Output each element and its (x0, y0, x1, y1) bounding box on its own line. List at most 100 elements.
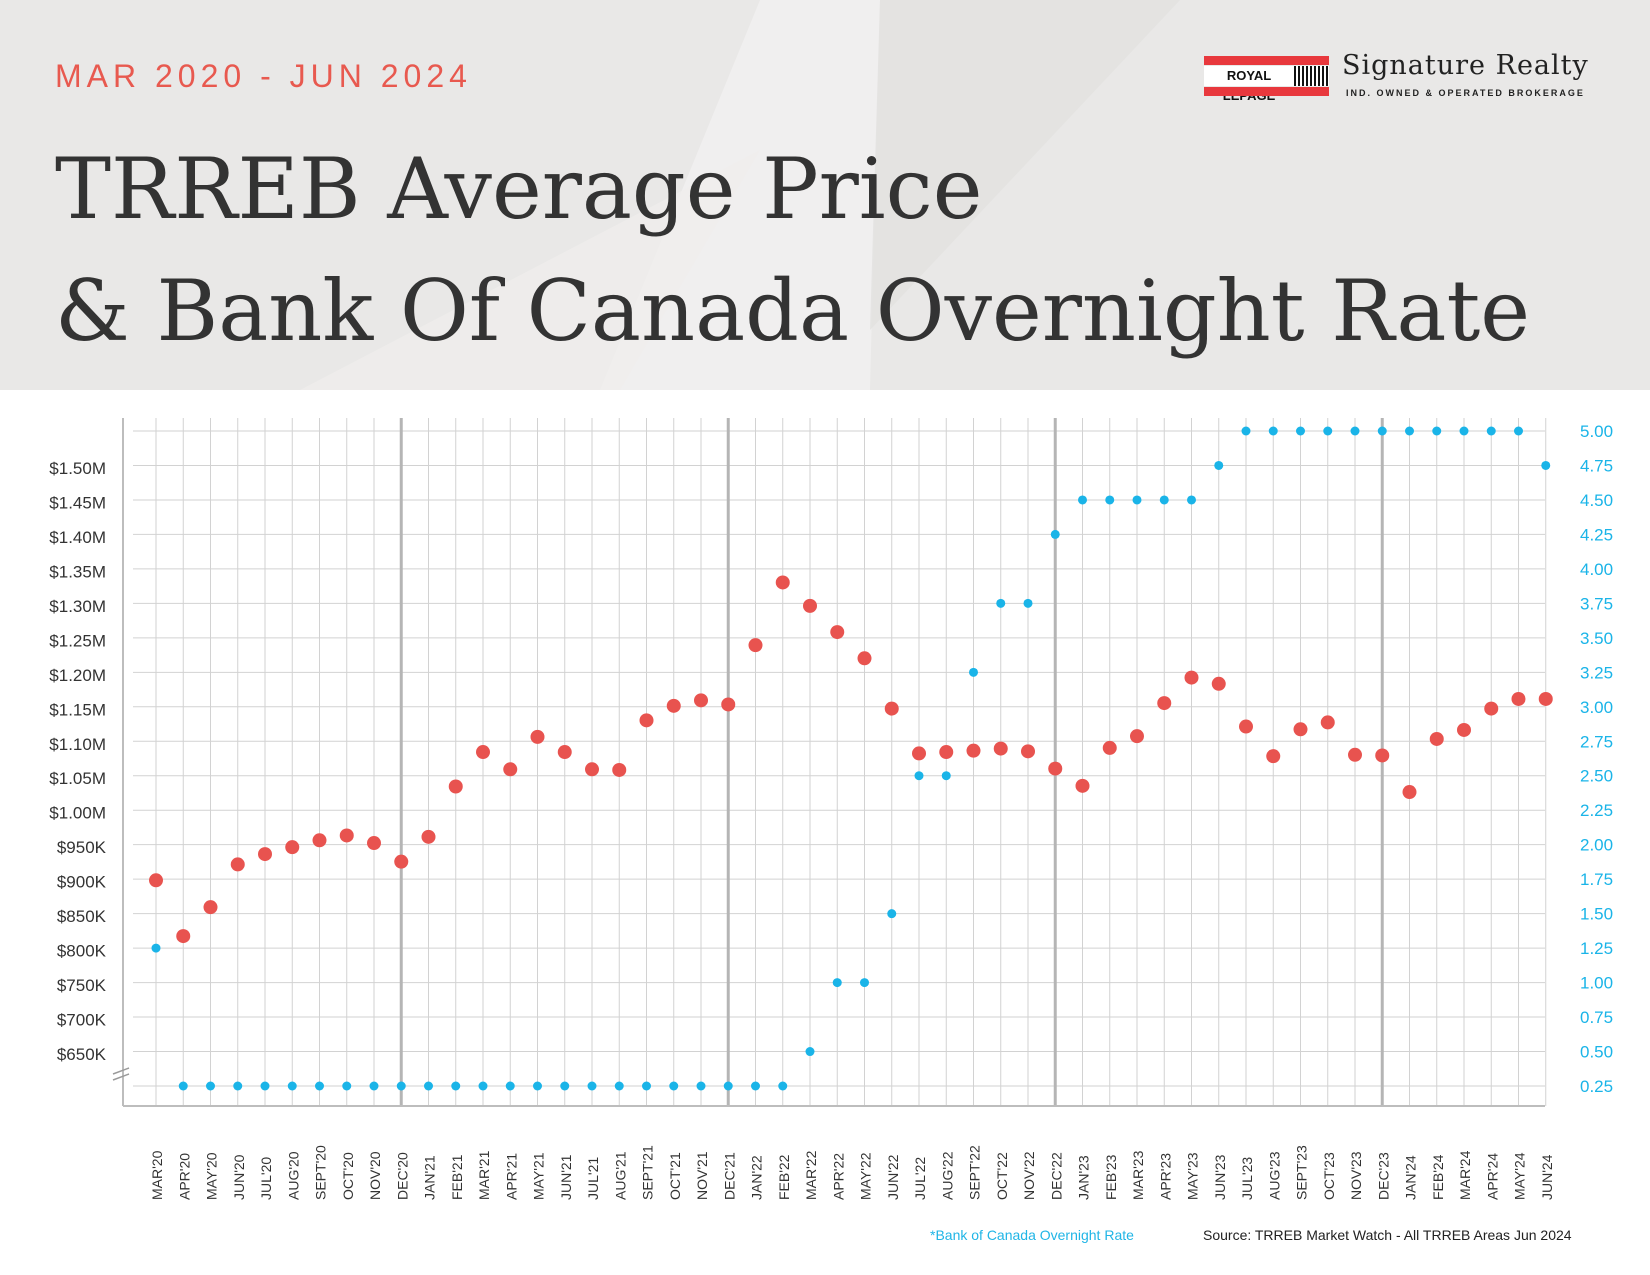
x-tick-label: JAN'23 (1076, 1155, 1092, 1200)
x-tick-label: AUG'22 (939, 1151, 955, 1200)
rate-tick-label: 0.75 (1580, 1008, 1613, 1027)
rate-point (1323, 426, 1333, 436)
rate-tick-label: 2.50 (1580, 767, 1613, 786)
rate-point (914, 771, 924, 781)
price-tick-label: $950K (57, 838, 107, 857)
x-tick-label: MAY'24 (1512, 1152, 1528, 1200)
price-point (339, 828, 354, 843)
price-point (884, 701, 899, 716)
price-point (1538, 691, 1553, 706)
price-point (1266, 749, 1281, 764)
x-tick-label: MAR'23 (1130, 1150, 1146, 1200)
price-point (585, 762, 599, 777)
price-point (1048, 761, 1063, 776)
rate-point (614, 1081, 624, 1091)
price-point (993, 741, 1008, 756)
price-point (448, 779, 463, 794)
price-tick-label: $1.10M (49, 735, 106, 754)
x-tick-label: JUL'20 (258, 1157, 274, 1200)
rate-point (342, 1081, 352, 1091)
x-tick-label: MAY'22 (858, 1152, 874, 1200)
price-point (1320, 715, 1335, 730)
rate-point (1514, 426, 1523, 436)
price-point (1184, 670, 1199, 685)
x-tick-label: JUL'22 (912, 1157, 928, 1200)
x-tick-label: MAR'22 (803, 1150, 819, 1200)
rate-tick-label: 2.25 (1580, 801, 1613, 820)
x-tick-label: JAN'24 (1403, 1155, 1419, 1200)
price-tick-label: $1.20M (49, 666, 106, 685)
title-line-1: TRREB Average Price (55, 140, 983, 238)
x-tick-label: JAN'22 (749, 1155, 765, 1200)
rate-tick-label: 1.25 (1580, 939, 1613, 958)
x-tick-label: NOV'23 (1348, 1151, 1364, 1200)
price-point (1293, 722, 1308, 737)
background-shapes (300, 0, 1180, 390)
price-point (830, 625, 845, 640)
rate-point (287, 1081, 297, 1091)
x-tick-label: SEPT'21 (640, 1145, 656, 1200)
price-point (912, 746, 926, 761)
rate-point (669, 1081, 679, 1091)
price-point (666, 698, 681, 713)
rate-tick-label: 3.50 (1580, 629, 1613, 648)
x-tick-label: OCT'21 (667, 1152, 683, 1200)
x-tick-label: JUL'23 (1239, 1157, 1255, 1200)
rate-tick-label: 2.75 (1580, 732, 1613, 751)
rate-tick-label: 0.50 (1580, 1043, 1613, 1062)
x-tick-label: OCT'23 (1321, 1152, 1337, 1200)
price-point (258, 847, 272, 862)
x-tick-label: NOV'20 (367, 1151, 383, 1200)
page-title: TRREB Average Price & Bank Of Canada Ove… (55, 128, 1530, 372)
rate-point (260, 1081, 270, 1091)
rate-point (560, 1081, 570, 1091)
x-tick-label: JUL'21 (585, 1157, 601, 1200)
rate-point (451, 1081, 461, 1091)
rate-point (233, 1081, 243, 1091)
brand-name: Signature Realty (1342, 50, 1589, 81)
rate-point (887, 909, 897, 919)
rate-point (642, 1081, 651, 1091)
rate-point (969, 667, 978, 677)
axis-break-mark (112, 1073, 130, 1081)
price-tick-label: $800K (57, 942, 107, 961)
x-tick-label: DEC'20 (394, 1152, 410, 1200)
rate-footnote: *Bank of Canada Overnight Rate (930, 1227, 1134, 1243)
x-tick-label: AUG'23 (1266, 1151, 1282, 1200)
price-point (530, 729, 545, 744)
price-tick-label: $1.45M (49, 493, 106, 512)
price-point (312, 833, 327, 848)
price-point (694, 693, 708, 708)
rate-point (1241, 426, 1251, 436)
rate-tick-label: 4.25 (1580, 525, 1613, 544)
price-point (1021, 744, 1035, 759)
rate-point (860, 978, 869, 988)
price-point (230, 857, 245, 872)
rate-point (941, 771, 951, 781)
price-tick-label: $700K (57, 1011, 107, 1030)
date-range: MAR 2020 - JUN 2024 (55, 58, 472, 94)
rate-point (1296, 426, 1305, 436)
rate-tick-label: 5.00 (1580, 422, 1613, 441)
rate-point (751, 1081, 760, 1091)
rate-tick-label: 0.25 (1580, 1077, 1613, 1096)
x-tick-label: APR'24 (1484, 1153, 1500, 1200)
price-point (476, 745, 490, 760)
rate-point (1023, 598, 1033, 608)
price-tick-label: $650K (57, 1045, 107, 1064)
price-tick-label: $1.30M (49, 597, 106, 616)
header-banner: MAR 2020 - JUN 2024 TRREB Average Price … (0, 0, 1650, 390)
rate-point (723, 1081, 733, 1091)
price-point (939, 745, 954, 760)
x-tick-label: DEC'22 (1048, 1152, 1064, 1200)
rate-point (1268, 426, 1278, 436)
x-tick-label: FEB'24 (1430, 1154, 1446, 1200)
price-point (775, 575, 790, 590)
rate-point (587, 1081, 597, 1091)
price-point (721, 697, 736, 712)
axis-break-mark (112, 1067, 130, 1075)
source-note: Source: TRREB Market Watch - All TRREB A… (1203, 1227, 1572, 1243)
rate-point (478, 1081, 488, 1091)
price-point (1511, 691, 1526, 706)
rate-point (1214, 460, 1224, 470)
